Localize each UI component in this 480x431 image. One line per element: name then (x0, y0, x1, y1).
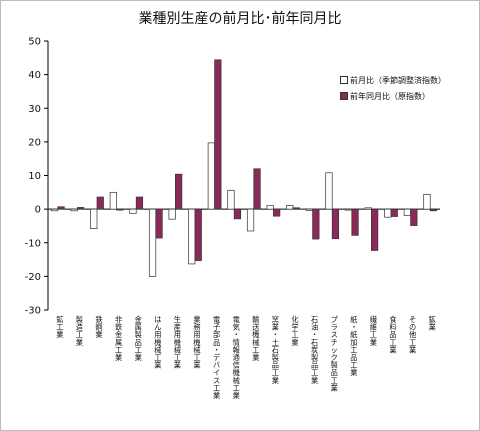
bar-yoy (429, 208, 438, 212)
bar-prev-month (286, 205, 294, 210)
y-tick-label: 40 (28, 70, 41, 81)
bar-yoy (155, 208, 163, 239)
bar-yoy (96, 196, 104, 210)
legend: 前月比（季節調整済指数） 前年同月比（原指数） (340, 72, 446, 104)
y-tick-label: 50 (28, 37, 41, 48)
bar-prev-month (207, 142, 215, 210)
bar-yoy (371, 208, 379, 251)
bar-prev-month (70, 208, 78, 212)
category-label: はん用機械工業 (154, 315, 161, 370)
bar-prev-month (266, 205, 274, 210)
category-label: プラスチック製品工業 (331, 315, 339, 392)
y-tick-label: 30 (28, 104, 41, 115)
category-label: 鉄鋼業 (95, 315, 102, 339)
category-label: 食料品工業 (389, 315, 396, 354)
bar-yoy (77, 207, 85, 210)
category-label: 輸送機械工業 (252, 315, 259, 362)
bar-yoy (116, 208, 124, 211)
legend-label-prev-month: 前月比（季節調整済指数） (350, 75, 446, 85)
category-label: 電子部品・デバイス工業 (213, 315, 221, 400)
category-label: その他工業 (409, 315, 416, 354)
legend-swatch-prev-month (340, 76, 348, 84)
chart-title: 業種別生産の前月比･前年同月比 (138, 11, 342, 27)
category-label: 生産用機械工業 (174, 315, 181, 370)
bar-prev-month (305, 208, 313, 211)
bar-yoy (253, 168, 261, 210)
bar-prev-month (129, 208, 137, 214)
category-label: 化学工業 (291, 315, 298, 347)
bar-prev-month (246, 208, 255, 232)
bar-prev-month (423, 193, 431, 210)
bar-yoy (410, 208, 418, 226)
bar-yoy (194, 208, 202, 261)
bar-prev-month (50, 208, 59, 212)
bar-yoy (214, 59, 222, 210)
bar-yoy (135, 196, 144, 210)
category-label: 鉱工業 (56, 315, 63, 339)
category-label: 電気・情報通信機械工業 (233, 315, 240, 400)
y-tick-label: 10 (28, 171, 41, 182)
category-label: 石油・石炭製品工業 (311, 315, 318, 385)
bar-prev-month (227, 189, 235, 210)
y-tick-label: -20 (25, 272, 41, 283)
category-label: 製造工業 (76, 315, 83, 347)
category-label: 紙・紙加工品工業 (350, 315, 357, 377)
legend-swatch-yoy (340, 92, 348, 100)
bar-yoy (312, 208, 320, 240)
category-label: 金属製品工業 (135, 315, 142, 362)
bar-yoy (351, 208, 359, 236)
bar-prev-month (325, 172, 333, 210)
bar-yoy (233, 208, 242, 220)
category-label: 繊維工業 (370, 315, 377, 347)
y-tick-label: 0 (35, 205, 41, 216)
legend-item-yoy: 前年同月比（原指数） (340, 88, 446, 104)
y-tick-label: -30 (25, 306, 41, 317)
y-tick-label: 20 (28, 137, 41, 148)
bar-yoy (273, 208, 281, 217)
bar-yoy (57, 206, 65, 210)
category-label: 鉱業 (429, 315, 436, 332)
bar-yoy (292, 207, 300, 210)
bar-yoy (331, 208, 340, 240)
bar-prev-month (384, 208, 392, 218)
legend-label-yoy: 前年同月比（原指数） (350, 91, 430, 101)
bar-prev-month (148, 208, 157, 277)
bar-prev-month (168, 208, 176, 220)
bar-prev-month (90, 208, 98, 229)
legend-item-prev-month: 前月比（季節調整済指数） (340, 72, 446, 88)
category-label: 業務用機械工業 (193, 315, 201, 370)
category-label: 窯業・土石製品工業 (272, 315, 279, 385)
bar-prev-month (109, 191, 117, 210)
bar-yoy (390, 208, 398, 217)
y-tick-label: -10 (25, 238, 41, 249)
bar-yoy (175, 173, 183, 210)
bar-prev-month (188, 208, 196, 265)
bar-prev-month (403, 208, 411, 216)
bar-prev-month (344, 208, 353, 211)
bar-prev-month (364, 207, 372, 210)
category-label: 非鉄金属工業 (115, 315, 122, 362)
